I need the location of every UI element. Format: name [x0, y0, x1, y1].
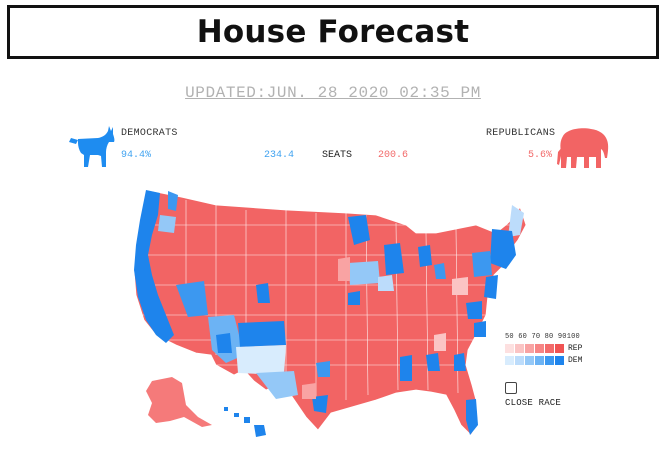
va-dem: [466, 301, 482, 319]
legend-rep-swatch: [515, 344, 524, 353]
page-title: House Forecast: [7, 5, 659, 59]
maine-dem-light: [508, 205, 524, 237]
oregon-dem-light: [158, 215, 176, 233]
dallas-dem: [316, 361, 330, 377]
updated-timestamp: UPDATED:JUN. 28 2020 02:35 PM: [185, 84, 481, 102]
colorado-dem: [256, 283, 270, 303]
legend-dem-label: DEM: [568, 356, 583, 365]
legend-dem-swatch: [515, 356, 524, 365]
florida-dem: [466, 399, 478, 435]
seats-label: SEATS: [322, 150, 353, 161]
pacific-coast-dem: [134, 190, 174, 343]
kc-dem: [348, 291, 360, 305]
new-mexico-south-dem: [236, 345, 286, 375]
elephant-icon: [557, 128, 609, 168]
democrats-probability: 94.4%: [121, 150, 152, 161]
close-race-toggle[interactable]: CLOSE RACE: [505, 382, 561, 408]
ohio-dem: [434, 263, 446, 279]
close-race-checkbox[interactable]: [505, 382, 517, 394]
republicans-label: REPUBLICANS: [486, 128, 556, 139]
legend-ticks: 50 60 70 80 90100: [505, 333, 580, 341]
hawaii: [224, 407, 266, 437]
republicans-seats: 200.6: [378, 150, 409, 161]
houston-dem: [312, 395, 328, 413]
donkey-icon: [69, 126, 115, 167]
nj-dem: [484, 275, 498, 299]
democrats-label: DEMOCRATS: [121, 128, 178, 139]
texas-border-dem: [256, 371, 298, 399]
legend-dem-swatch: [555, 356, 564, 365]
ga-lean-rep: [434, 333, 446, 351]
phoenix-dem: [216, 333, 232, 353]
legend-dem-swatch: [545, 356, 554, 365]
pa-lean-rep: [452, 277, 468, 295]
legend-dem-swatch: [535, 356, 544, 365]
nevada-dem: [176, 281, 208, 317]
alaska: [146, 377, 212, 427]
legend-rep-label: REP: [568, 344, 583, 353]
legend-dem-swatch: [525, 356, 534, 365]
legend-rep-swatch: [505, 344, 514, 353]
kansas-lean-rep: [338, 257, 350, 281]
close-race-label: CLOSE RACE: [505, 398, 562, 408]
seattle-dem: [168, 191, 178, 211]
republicans-probability: 5.6%: [528, 150, 553, 161]
detroit-dem: [418, 245, 432, 267]
sc-dem: [454, 353, 466, 371]
legend-dem-row: DEM: [505, 356, 582, 365]
chicago-dem: [384, 243, 404, 275]
district-borders: [138, 200, 516, 400]
legend-dem-swatch: [505, 356, 514, 365]
ny-dem: [472, 251, 492, 277]
probability-legend: 50 60 70 80 90100 REP DEM: [505, 333, 582, 365]
legend-rep-swatch: [525, 344, 534, 353]
atlanta-dem: [426, 353, 440, 371]
us-house-district-map[interactable]: [116, 185, 538, 441]
miss-dem: [400, 355, 412, 381]
iowa-dem-light: [348, 261, 380, 285]
texas-lean-rep: [302, 383, 316, 399]
legend-rep-row: REP: [505, 344, 582, 353]
new-england-dem: [490, 229, 516, 269]
legend-rep-swatch: [545, 344, 554, 353]
legend-rep-swatch: [555, 344, 564, 353]
minneapolis-dem: [348, 215, 370, 245]
democrats-seats: 234.4: [264, 150, 295, 161]
nc-dem: [474, 321, 486, 337]
new-mexico-dem: [238, 321, 286, 347]
legend-rep-swatch: [535, 344, 544, 353]
illinois-dem-light: [378, 275, 394, 291]
